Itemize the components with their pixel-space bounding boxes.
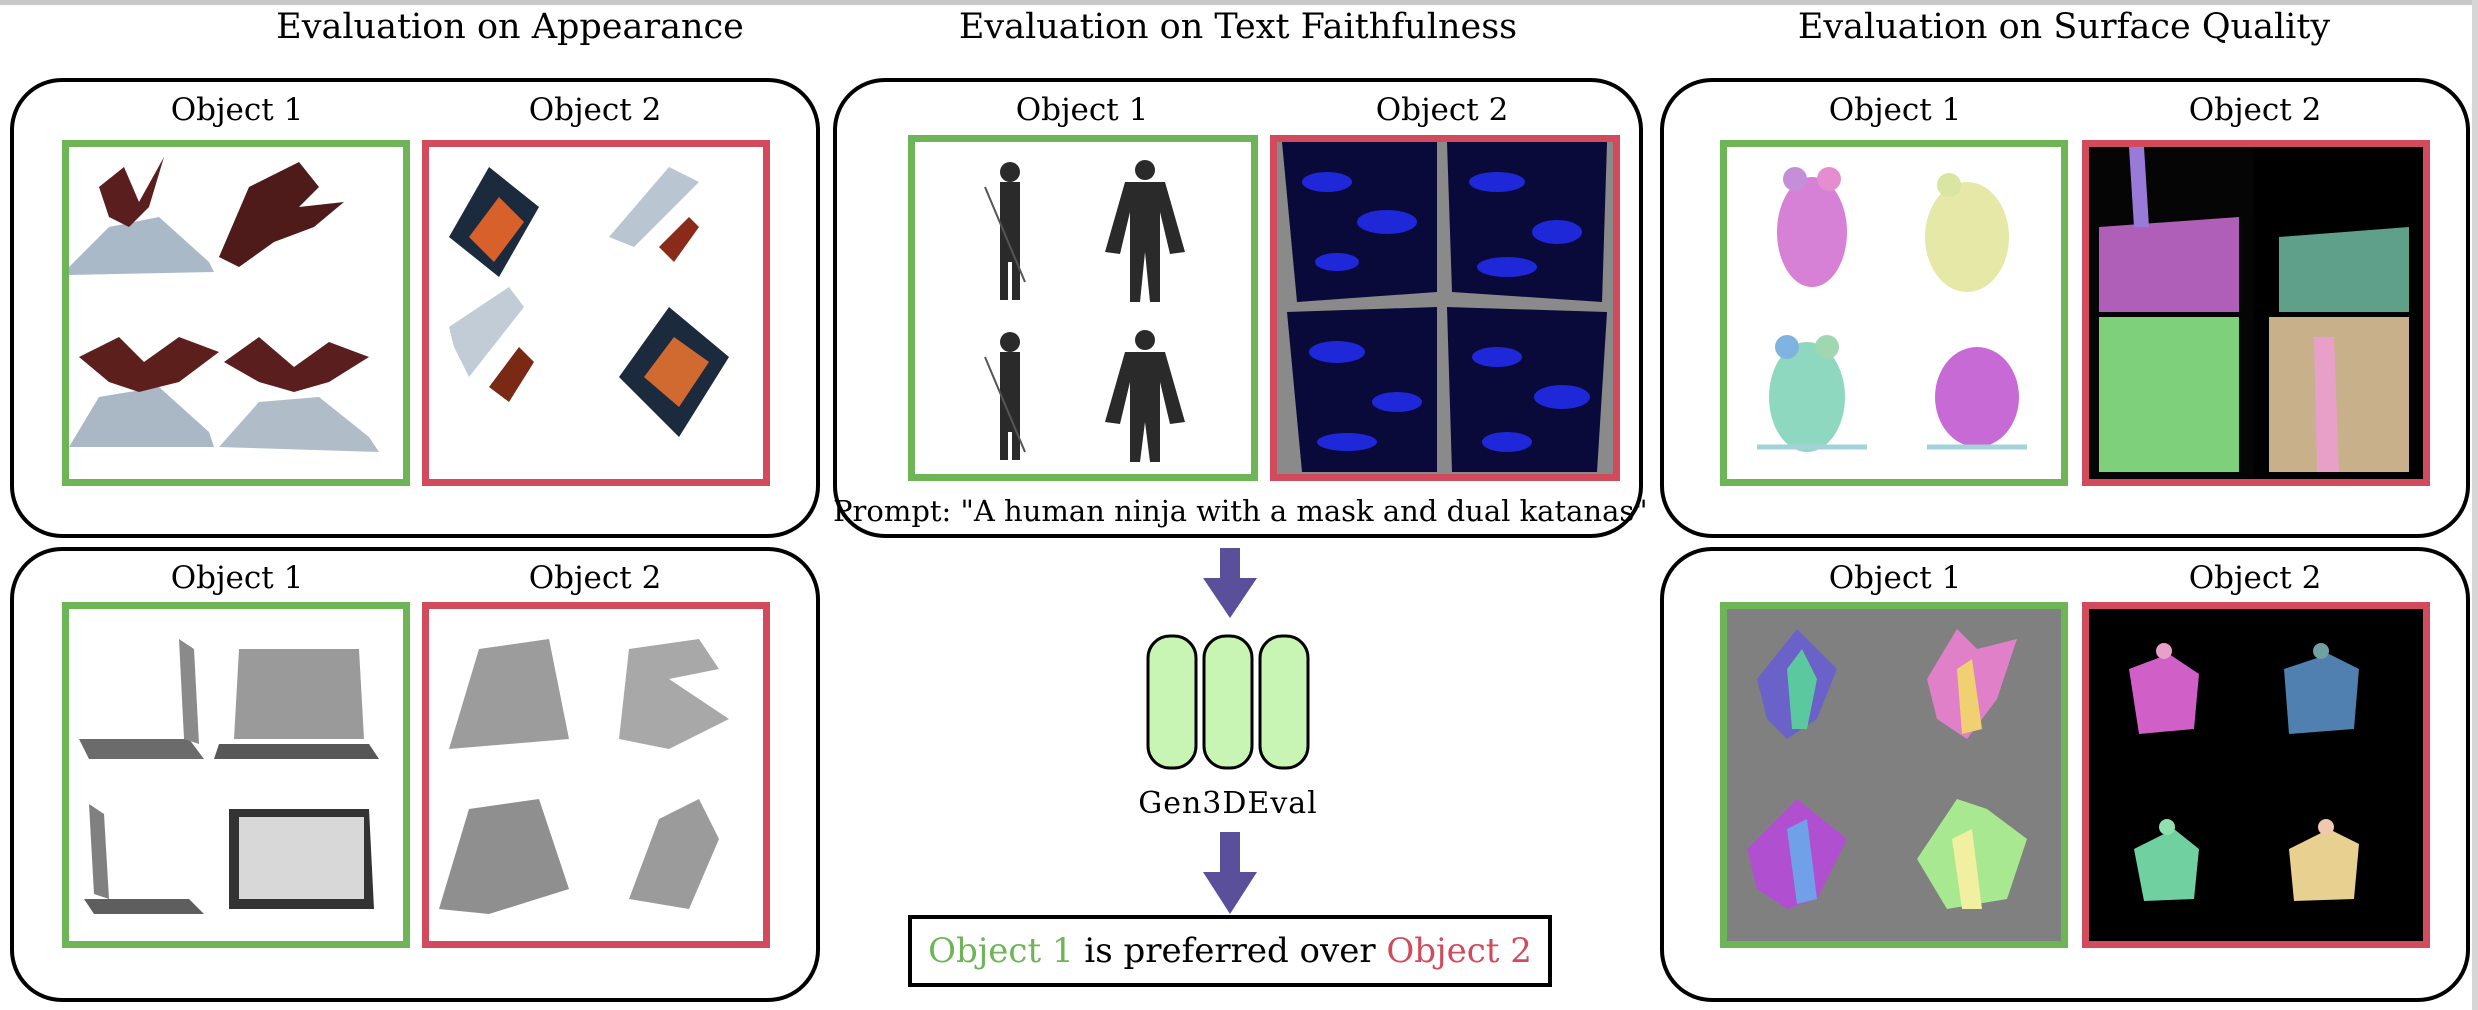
result-object-1: Object 1 <box>928 931 1074 971</box>
appearance-bottom-object-1-renders <box>62 602 410 948</box>
evaluator-name: Gen3DEval <box>1138 786 1318 821</box>
object-1-label: Object 1 <box>1015 92 1149 128</box>
result-object-2: Object 2 <box>1386 931 1532 971</box>
down-arrow-icon <box>1203 832 1257 914</box>
column-title-text-faithfulness: Evaluation on Text Faithfulness <box>958 7 1518 47</box>
laptop-render-icon <box>79 639 379 914</box>
right-border <box>2472 0 2478 1010</box>
noisy-normal-map-icon <box>2089 147 2409 479</box>
object-1-label: Object 1 <box>1828 560 1962 596</box>
appearance-top-object-2-renders <box>422 140 770 486</box>
column-title-appearance: Evaluation on Appearance <box>276 7 744 47</box>
distorted-dragon-icon <box>449 167 729 437</box>
object-2-label: Object 2 <box>528 560 662 596</box>
surface-top-object-2-renders <box>2082 140 2430 486</box>
result-middle-text: is preferred over <box>1073 931 1387 971</box>
gen3deval-model-icon <box>1146 634 1310 770</box>
text-object-1-renders <box>908 135 1258 481</box>
dragon-render-icon <box>69 157 379 452</box>
surface-top-object-1-renders <box>1720 140 2068 486</box>
object-1-label: Object 1 <box>170 560 304 596</box>
blue-noise-texture-icon <box>1282 142 1607 472</box>
surface-bottom-object-1-renders <box>1720 602 2068 948</box>
ninja-render-icon <box>984 160 1185 462</box>
caped-figure-normal-map-icon <box>2129 643 2359 901</box>
column-title-surface-quality: Evaluation on Surface Quality <box>1797 7 2331 47</box>
top-border <box>0 0 2478 5</box>
object-1-label: Object 1 <box>170 92 304 128</box>
result-statement: Object 1 is preferred over Object 2 <box>908 915 1552 987</box>
panda-normal-map-icon <box>1757 167 2027 452</box>
prompt-caption: Prompt: "A human ninja with a mask and d… <box>833 494 1648 528</box>
object-2-label: Object 2 <box>1375 92 1509 128</box>
text-object-2-renders <box>1270 135 1620 481</box>
winged-warrior-normal-map-icon <box>1747 629 2027 909</box>
appearance-bottom-object-2-renders <box>422 602 770 948</box>
surface-bottom-object-2-renders <box>2082 602 2430 948</box>
down-arrow-icon <box>1203 548 1257 618</box>
distorted-shape-icon <box>439 639 729 914</box>
object-1-label: Object 1 <box>1828 92 1962 128</box>
object-2-label: Object 2 <box>2188 92 2322 128</box>
object-2-label: Object 2 <box>528 92 662 128</box>
object-2-label: Object 2 <box>2188 560 2322 596</box>
appearance-top-object-1-renders <box>62 140 410 486</box>
